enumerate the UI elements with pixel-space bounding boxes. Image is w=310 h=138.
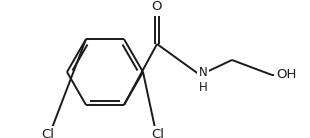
Text: Cl: Cl (152, 128, 165, 138)
Text: N
H: N H (199, 66, 207, 94)
Text: Cl: Cl (42, 128, 55, 138)
Text: OH: OH (276, 68, 296, 82)
Text: O: O (152, 1, 162, 14)
